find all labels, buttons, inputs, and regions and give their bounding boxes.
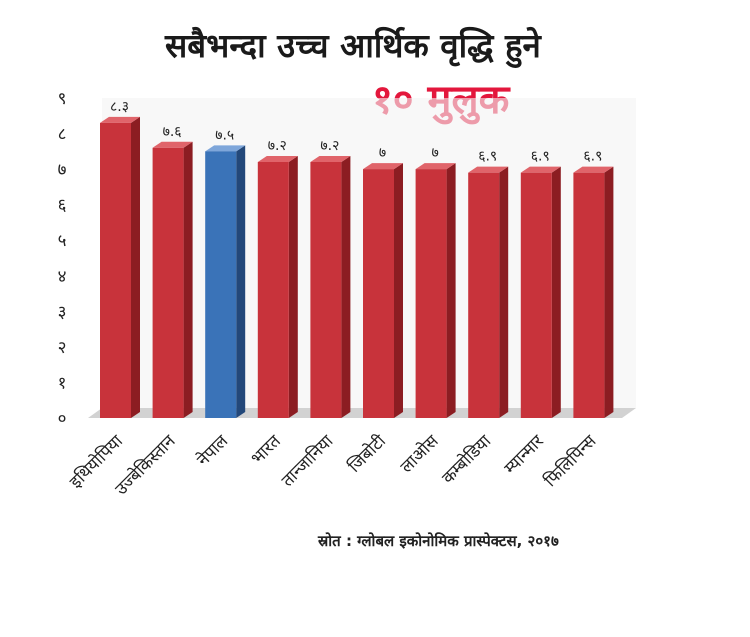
bar-value-label: ७.६ — [163, 124, 182, 140]
bar-side — [183, 141, 193, 418]
bar-side — [131, 116, 140, 418]
y-tick-label: २ — [58, 338, 67, 358]
x-tick-label: नेपाल — [193, 430, 233, 470]
bar-top — [205, 145, 246, 152]
bar-side — [236, 145, 246, 419]
x-tick-label: भारत — [247, 431, 285, 469]
bar — [415, 169, 447, 418]
bar-top — [468, 166, 509, 173]
bar-top — [415, 163, 456, 170]
bar-top — [363, 163, 403, 170]
source-note: स्रोत : ग्लोबल इकोनोमिक प्रास्पेक्टस, २०… — [318, 532, 559, 550]
bar-side — [394, 163, 403, 418]
bar — [363, 169, 394, 418]
bar-value-label: ६.९ — [531, 149, 550, 165]
y-tick-label: १ — [58, 373, 67, 393]
x-tick-label: जिबोटी — [344, 430, 390, 476]
x-tick-label: म्यान्मार — [501, 431, 549, 479]
y-tick-label: ९ — [58, 89, 67, 109]
bar-top — [100, 116, 140, 123]
x-tick-label: तान्जानिया — [277, 430, 338, 491]
bar-top — [310, 156, 351, 162]
y-tick-label: ७ — [58, 160, 67, 180]
x-tick-label: लाओस — [396, 430, 443, 477]
bar-top — [152, 141, 193, 148]
bar-top — [573, 166, 614, 173]
bar-value-label: ७ — [431, 145, 438, 161]
bar-value-label: ७.२ — [320, 138, 339, 154]
y-tick-label: ४ — [58, 267, 67, 287]
bar — [100, 122, 131, 418]
bar-side — [499, 166, 509, 418]
bar-top — [257, 156, 298, 162]
bar — [468, 172, 500, 418]
bar-side — [551, 166, 561, 418]
y-tick-label: ३ — [58, 302, 67, 322]
y-tick-label: ० — [58, 409, 67, 429]
bar-top — [520, 166, 561, 173]
bar-side — [288, 156, 298, 418]
bar — [573, 172, 605, 418]
bar-side — [341, 156, 351, 418]
bar-value-label: ७ — [379, 145, 386, 161]
x-tick-label: फिलिपिन्स — [540, 430, 601, 491]
bar — [257, 162, 289, 418]
bar-value-label: ६.९ — [583, 149, 602, 165]
y-tick-label: ८ — [58, 125, 67, 145]
bar-side — [446, 163, 456, 418]
bar — [152, 147, 184, 418]
bar-value-label: ६.९ — [478, 149, 497, 165]
x-tick-label: कम्बोडिया — [438, 430, 496, 488]
bar — [310, 162, 342, 418]
bar — [205, 151, 237, 419]
y-tick-label: ६ — [58, 196, 67, 216]
bar-value-label: ७.२ — [268, 138, 287, 154]
chart-title: सबैभन्दा उच्च आर्थिक वृद्धि हुने — [165, 26, 541, 65]
bar-side — [604, 166, 614, 418]
bar — [520, 172, 552, 418]
y-tick-label: ५ — [58, 231, 67, 251]
bar-value-label: ७.५ — [215, 127, 234, 143]
bar-value-label: ८.३ — [110, 99, 129, 115]
